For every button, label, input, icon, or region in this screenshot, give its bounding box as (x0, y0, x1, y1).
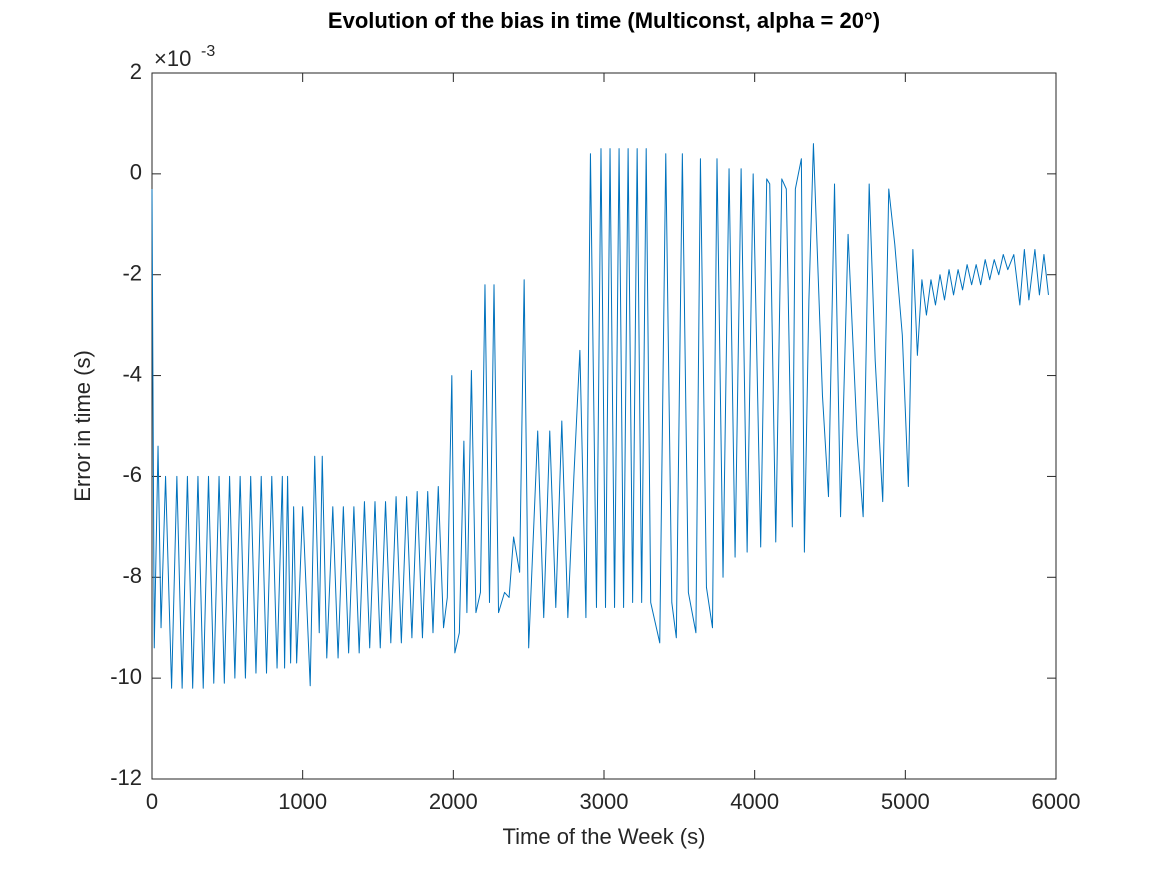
y-tick-label: 2 (130, 59, 142, 84)
x-tick-label: 1000 (278, 789, 327, 814)
x-tick-label: 4000 (730, 789, 779, 814)
x-tick-label: 3000 (580, 789, 629, 814)
y-tick-label: 0 (130, 160, 142, 185)
x-tick-label: 5000 (881, 789, 930, 814)
y-tick-label: -12 (110, 765, 142, 790)
x-tick-label: 6000 (1032, 789, 1081, 814)
y-exponent-power: -3 (201, 43, 215, 60)
y-tick-label: -10 (110, 664, 142, 689)
chart-title: Evolution of the bias in time (Multicons… (328, 8, 880, 33)
y-exponent-base: ×10 (154, 46, 191, 71)
data-line (151, 143, 1049, 689)
y-tick-label: -6 (122, 462, 142, 487)
x-tick-label: 0 (146, 789, 158, 814)
x-tick-label: 2000 (429, 789, 478, 814)
x-axis-label: Time of the Week (s) (503, 824, 706, 849)
y-axis-label: Error in time (s) (70, 350, 95, 502)
y-tick-label: -8 (122, 563, 142, 588)
y-tick-label: -2 (122, 261, 142, 286)
y-tick-label: -4 (122, 361, 142, 386)
